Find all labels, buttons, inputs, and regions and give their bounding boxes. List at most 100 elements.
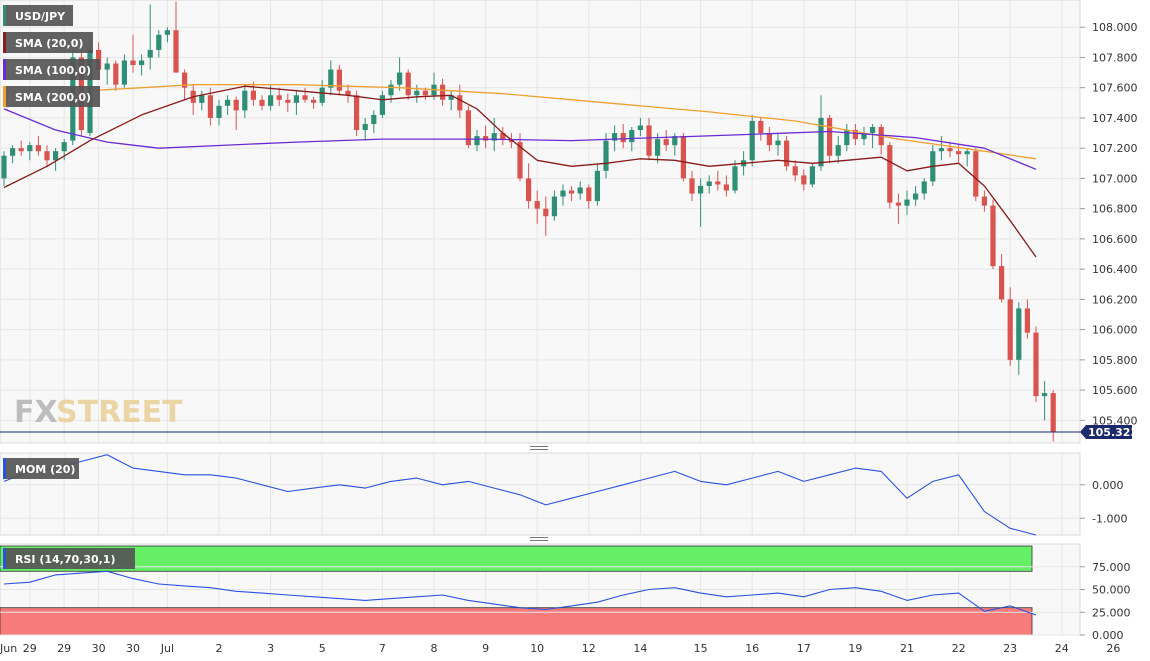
candle-bull: [242, 84, 248, 118]
main-legend: USD/JPY SMA (20,0) SMA (100,0) SMA (200,0): [3, 5, 100, 107]
y-tick-label: 106.800: [1092, 203, 1138, 216]
candle-bull: [121, 54, 127, 88]
candle-bull: [637, 117, 643, 137]
candle-bear: [663, 130, 669, 152]
candle-body: [577, 187, 583, 194]
candle-body: [1007, 299, 1013, 360]
candle-body: [491, 133, 497, 141]
candle-body: [422, 90, 428, 96]
legend-item-bg: [3, 5, 73, 26]
candle-body: [345, 90, 351, 96]
candle-bull: [749, 114, 755, 167]
rsi-legend: RSI (14,70,30,1): [3, 548, 135, 569]
candle-body: [758, 120, 764, 134]
candle-body: [844, 130, 850, 146]
watermark-fx: FX: [14, 395, 58, 430]
y-tick-label: 107.200: [1092, 142, 1138, 155]
x-tick-label: 29: [57, 642, 71, 655]
x-tick-label: 2: [216, 642, 223, 655]
y-tick-label: 106.600: [1092, 233, 1138, 246]
candle-body: [938, 148, 944, 152]
candle-bear: [689, 170, 695, 202]
candle-bull: [913, 185, 919, 206]
candle-body: [827, 117, 833, 156]
candle-body: [311, 99, 317, 103]
candle-bear: [302, 87, 308, 103]
candle-body: [139, 60, 145, 66]
legend-item[interactable]: MOM (20): [3, 458, 79, 479]
candle-bear: [233, 96, 239, 131]
x-tick-label: 10: [530, 642, 544, 655]
candle-bull: [474, 130, 480, 152]
mom-pane-bg: [0, 452, 1081, 536]
x-tick-label: 9: [482, 642, 489, 655]
candle-body: [104, 63, 110, 70]
candle-body: [921, 181, 927, 194]
candle-body: [27, 145, 33, 152]
candle-bear: [440, 78, 446, 106]
pane-splitter-2[interactable]: [530, 537, 548, 541]
legend-item[interactable]: SMA (200,0): [3, 86, 100, 107]
candle-bear: [620, 123, 626, 149]
candle-bull: [904, 190, 910, 215]
candle-body: [259, 99, 265, 106]
pane-splitter-1[interactable]: [530, 446, 548, 450]
candle-body: [637, 125, 643, 131]
candle-body: [1033, 332, 1039, 397]
candle-bear: [1024, 299, 1030, 339]
candle-body: [870, 127, 876, 134]
candle-body: [766, 133, 772, 146]
legend-swatch: [3, 32, 6, 53]
x-tick-label: 14: [633, 642, 647, 655]
legend-item[interactable]: USD/JPY: [3, 5, 73, 26]
y-tick-label: 0.000: [1092, 629, 1124, 642]
legend-item[interactable]: SMA (100,0): [3, 59, 100, 80]
mom-line: [3, 454, 1037, 536]
candle-body: [362, 123, 368, 131]
candle-bull: [53, 148, 59, 171]
candle-body: [44, 151, 50, 161]
candle-bull: [10, 145, 16, 164]
candle-bear: [758, 117, 764, 141]
candle-bear: [259, 95, 265, 111]
candle-body: [526, 178, 532, 202]
candle-bull: [921, 178, 927, 200]
candle-bear: [887, 142, 893, 209]
candle-bull: [379, 90, 385, 118]
legend-swatch: [3, 548, 6, 569]
candle-bull: [594, 163, 600, 206]
candle-bull: [964, 148, 970, 167]
candle-bull: [835, 136, 841, 164]
candle-body: [663, 139, 669, 146]
candle-body: [715, 181, 721, 185]
candle-body: [113, 63, 119, 85]
x-tick-label: 24: [1055, 642, 1069, 655]
candle-bear: [457, 84, 463, 118]
candle-body: [164, 30, 170, 35]
sma200-line: [89, 84, 1037, 160]
candle-body: [250, 90, 256, 100]
x-axis: Jun 29 29 30 30 Jul 2 3 5 7 8 9 10 12 14 15 16 17 19 21 22 23…: [0, 642, 1120, 655]
candle-body: [551, 196, 557, 217]
candle-bull: [199, 90, 205, 111]
candle-bull: [104, 57, 110, 85]
candle-body: [775, 140, 781, 146]
candle-body: [646, 125, 652, 156]
x-tick-label: 30: [126, 642, 140, 655]
candle-body: [130, 60, 136, 66]
x-tick-label: 30: [92, 642, 106, 655]
candle-bull: [577, 181, 583, 200]
x-tick-label: 5: [319, 642, 326, 655]
mom-y-axis: 0.000 -1.000: [0, 479, 1127, 525]
candle-bull: [706, 175, 712, 194]
candle-bull: [612, 125, 618, 152]
candle-body: [285, 99, 291, 103]
legend-item[interactable]: RSI (14,70,30,1): [3, 548, 135, 569]
legend-label: SMA (200,0): [15, 91, 91, 104]
legend-item[interactable]: SMA (20,0): [3, 32, 93, 53]
candle-bear: [345, 84, 351, 103]
candle-body: [1024, 308, 1030, 333]
candle-body: [629, 130, 635, 143]
